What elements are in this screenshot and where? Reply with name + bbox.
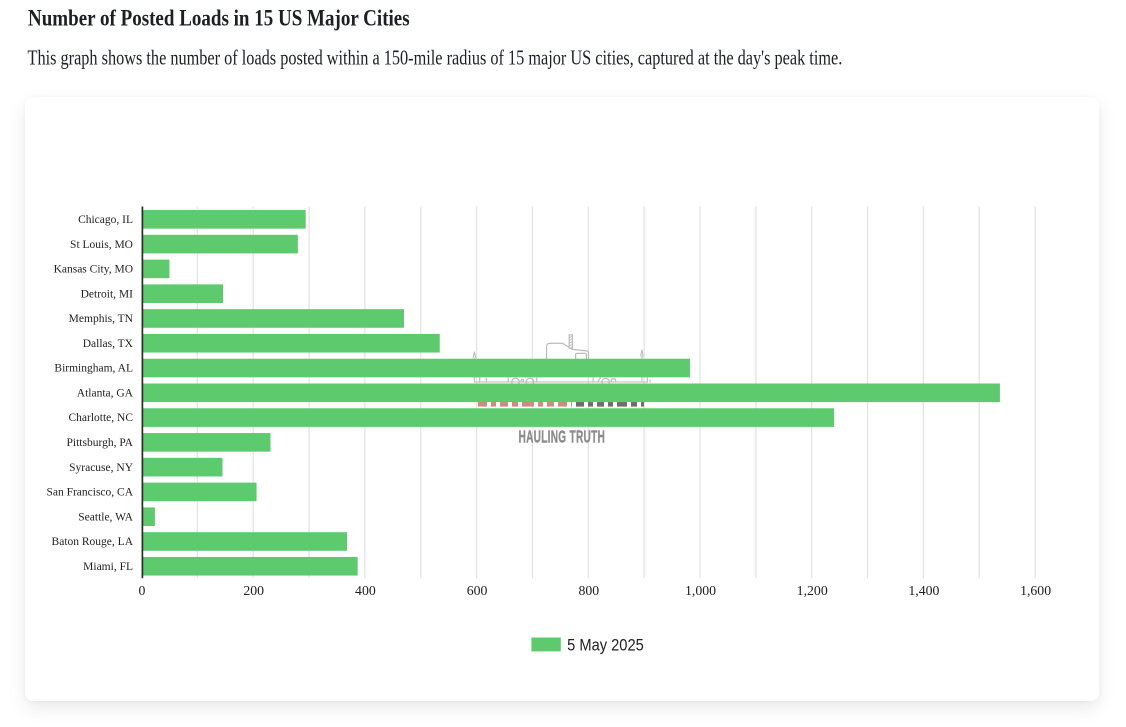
svg-text:400: 400 [355,583,376,598]
svg-text:This graph shows the number of: This graph shows the number of loads pos… [28,46,843,69]
svg-text:Chicago, IL: Chicago, IL [78,214,133,226]
svg-text:Atlanta, GA: Atlanta, GA [77,387,134,399]
svg-text:1,600: 1,600 [1020,583,1051,598]
svg-text:Number of Posted Loads in 15 U: Number of Posted Loads in 15 US Major Ci… [28,5,410,31]
svg-text:600: 600 [467,583,488,598]
svg-text:Miami, FL: Miami, FL [83,561,133,573]
svg-text:Pittsburgh, PA: Pittsburgh, PA [67,437,134,449]
svg-text:1,000: 1,000 [685,583,716,598]
svg-text:1,200: 1,200 [797,583,828,598]
svg-text:Seattle, WA: Seattle, WA [78,511,133,523]
svg-text:Kansas City, MO: Kansas City, MO [54,264,133,276]
svg-text:800: 800 [578,583,599,598]
svg-text:HAULING TRUTH: HAULING TRUTH [519,428,606,448]
svg-text:San Francisco, CA: San Francisco, CA [46,487,133,499]
svg-text:Detroit, MI: Detroit, MI [81,288,134,300]
svg-text:Birmingham, AL: Birmingham, AL [54,363,133,375]
svg-text:Memphis, TN: Memphis, TN [69,313,134,325]
svg-text:5 May 2025: 5 May 2025 [567,637,644,655]
svg-text:0: 0 [139,583,146,598]
svg-text:Dallas, TX: Dallas, TX [83,338,134,350]
svg-text:Baton Rouge, LA: Baton Rouge, LA [52,536,134,548]
svg-text:200: 200 [243,583,264,598]
svg-text:St Louis, MO: St Louis, MO [70,239,133,251]
svg-text:Syracuse, NY: Syracuse, NY [69,462,134,474]
svg-text:1,400: 1,400 [908,583,939,598]
svg-text:Charlotte, NC: Charlotte, NC [68,412,133,424]
